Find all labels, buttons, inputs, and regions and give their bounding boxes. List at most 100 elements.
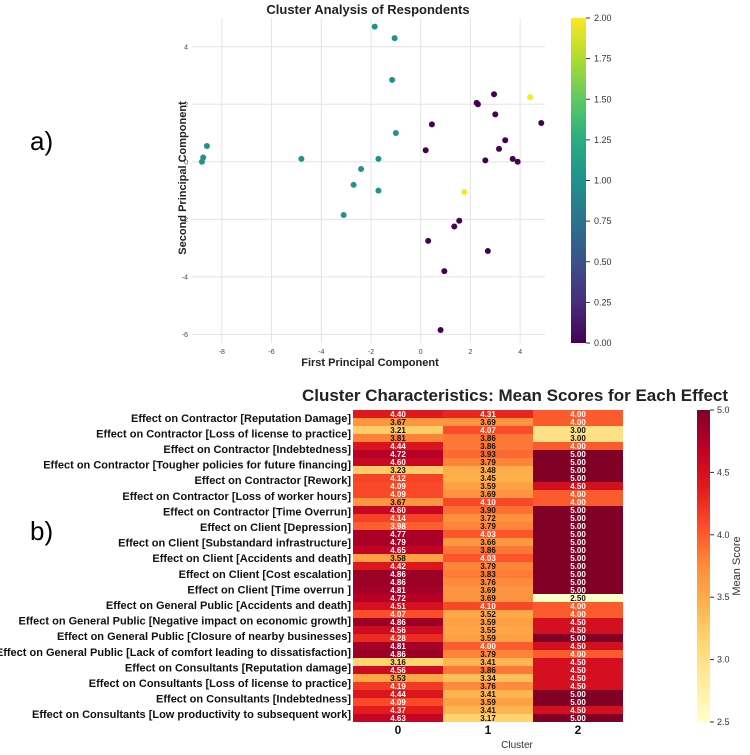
scatter-colorbar-tick-label: 1.75 — [594, 54, 612, 64]
heatmap-cell — [443, 450, 533, 458]
heatmap-cell — [443, 490, 533, 498]
heatmap-cell-label: 4.72 — [390, 450, 406, 459]
heatmap-row-label: Effect on General Public [Lack of comfor… — [0, 647, 351, 659]
heatmap-cell — [353, 562, 443, 570]
scatter-xtick-label: -4 — [318, 349, 324, 356]
heatmap-cell-label: 4.37 — [390, 706, 406, 715]
heatmap-cell — [353, 586, 443, 594]
heatmap-cell — [353, 490, 443, 498]
heatmap-row-label: Effect on Contractor [Reputation Damage] — [131, 413, 351, 425]
heatmap-cell-label: 5.00 — [570, 586, 586, 595]
heatmap-cell — [443, 706, 533, 714]
heatmap-cell-label: 3.45 — [480, 474, 496, 483]
heatmap-cell — [533, 674, 623, 682]
heatmap-cell-label: 4.00 — [570, 442, 586, 451]
heatmap-cell — [443, 626, 533, 634]
heatmap-cell — [353, 554, 443, 562]
heatmap-cell — [443, 610, 533, 618]
heatmap-cell — [533, 514, 623, 522]
heatmap-cell-label: 5.00 — [570, 554, 586, 563]
heatmap-cell-label: 4.86 — [390, 650, 406, 659]
heatmap-cell-label: 4.86 — [390, 618, 406, 627]
heatmap-cell — [443, 714, 533, 722]
heatmap-cell — [443, 618, 533, 626]
scatter-point — [509, 155, 516, 162]
heatmap-cell-label: 4.81 — [390, 642, 406, 651]
heatmap-cell-label: 4.00 — [570, 418, 586, 427]
heatmap-cell — [443, 586, 533, 594]
heatmap-cell — [533, 554, 623, 562]
heatmap-colorbar-tick-label: 4.0 — [717, 530, 730, 540]
scatter-plot-area — [192, 18, 545, 343]
heatmap-row-label: Effect on Contractor [Time Overrun] — [163, 506, 351, 518]
scatter-point — [451, 223, 458, 230]
heatmap-cell-label: 3.93 — [480, 450, 496, 459]
heatmap-cell — [533, 626, 623, 634]
heatmap-cell-label: 5.00 — [570, 570, 586, 579]
heatmap-cell — [443, 474, 533, 482]
heatmap-cell — [533, 458, 623, 466]
heatmap-cell-label: 3.79 — [480, 458, 496, 467]
heatmap-cell-label: 3.90 — [480, 506, 496, 515]
heatmap-cell-label: 5.00 — [570, 514, 586, 523]
heatmap-row-label: Effect on Client [Accidents and death] — [152, 553, 351, 565]
scatter-ytick-label: 2 — [184, 102, 188, 109]
heatmap-cell-label: 4.51 — [390, 602, 406, 611]
scatter-colorbar-tick-label: 2.00 — [594, 13, 612, 23]
heatmap-cell — [353, 458, 443, 466]
heatmap-cell-label: 3.86 — [480, 666, 496, 675]
heatmap-cell — [533, 594, 623, 602]
heatmap-cell-label: 3.72 — [480, 514, 496, 523]
heatmap-cell-label: 4.00 — [570, 498, 586, 507]
heatmap-colorbar-tick-label: 3.0 — [717, 655, 730, 665]
heatmap-cell — [443, 466, 533, 474]
heatmap-cell — [443, 562, 533, 570]
heatmap-cell — [533, 570, 623, 578]
heatmap-row-label: Effect on General Public [Accidents and … — [106, 600, 351, 612]
scatter-point — [428, 121, 435, 128]
scatter-point — [437, 327, 444, 334]
heatmap-cell — [533, 634, 623, 642]
heatmap-cell — [533, 658, 623, 666]
scatter-point — [482, 157, 489, 164]
heatmap-colorbar-tick-label: 2.5 — [717, 717, 730, 727]
heatmap-cell-label: 5.00 — [570, 546, 586, 555]
heatmap-cell — [443, 482, 533, 490]
heatmap-cell — [353, 442, 443, 450]
heatmap-cell-label: 4.50 — [570, 658, 586, 667]
heatmap-cell — [353, 506, 443, 514]
heatmap-cell — [533, 522, 623, 530]
heatmap-cell — [533, 562, 623, 570]
heatmap-cell — [443, 506, 533, 514]
scatter-point — [391, 35, 398, 42]
heatmap-cell-label: 3.79 — [480, 650, 496, 659]
heatmap-cell-label: 4.65 — [390, 546, 406, 555]
heatmap-cell-label: 3.67 — [390, 418, 406, 427]
heatmap-cell — [533, 714, 623, 722]
heatmap-cell — [443, 602, 533, 610]
heatmap-cell — [443, 650, 533, 658]
heatmap-cell — [443, 554, 533, 562]
heatmap-cell-label: 3.86 — [480, 434, 496, 443]
heatmap-row-label: Effect on Client [Substandard infrastruc… — [118, 538, 351, 550]
heatmap-cell-label: 3.98 — [390, 522, 406, 531]
heatmap-cell-label: 3.41 — [480, 706, 496, 715]
heatmap-cell — [353, 570, 443, 578]
heatmap-cell-label: 3.83 — [480, 570, 496, 579]
heatmap-cell — [443, 658, 533, 666]
heatmap-row-label: Effect on Consultants [Loss of license t… — [89, 678, 352, 690]
heatmap-row-label: Effect on Consultants [Indebtedness] — [156, 694, 351, 706]
heatmap-cell-label: 3.41 — [480, 658, 496, 667]
heatmap-cell — [353, 618, 443, 626]
heatmap-cell-label: 3.48 — [480, 466, 496, 475]
scatter-title: Cluster Analysis of Respondents — [266, 2, 469, 17]
heatmap-cell — [353, 674, 443, 682]
heatmap-cell — [443, 442, 533, 450]
heatmap-cell-label: 3.69 — [480, 490, 496, 499]
heatmap-cell-label: 3.59 — [480, 634, 496, 643]
heatmap-cell-label: 3.59 — [480, 618, 496, 627]
scatter-xtick-label: 0 — [419, 349, 423, 356]
scatter-colorbar — [571, 18, 586, 343]
heatmap-cell — [533, 530, 623, 538]
scatter-ylabel: Second Principal Component — [177, 101, 189, 255]
